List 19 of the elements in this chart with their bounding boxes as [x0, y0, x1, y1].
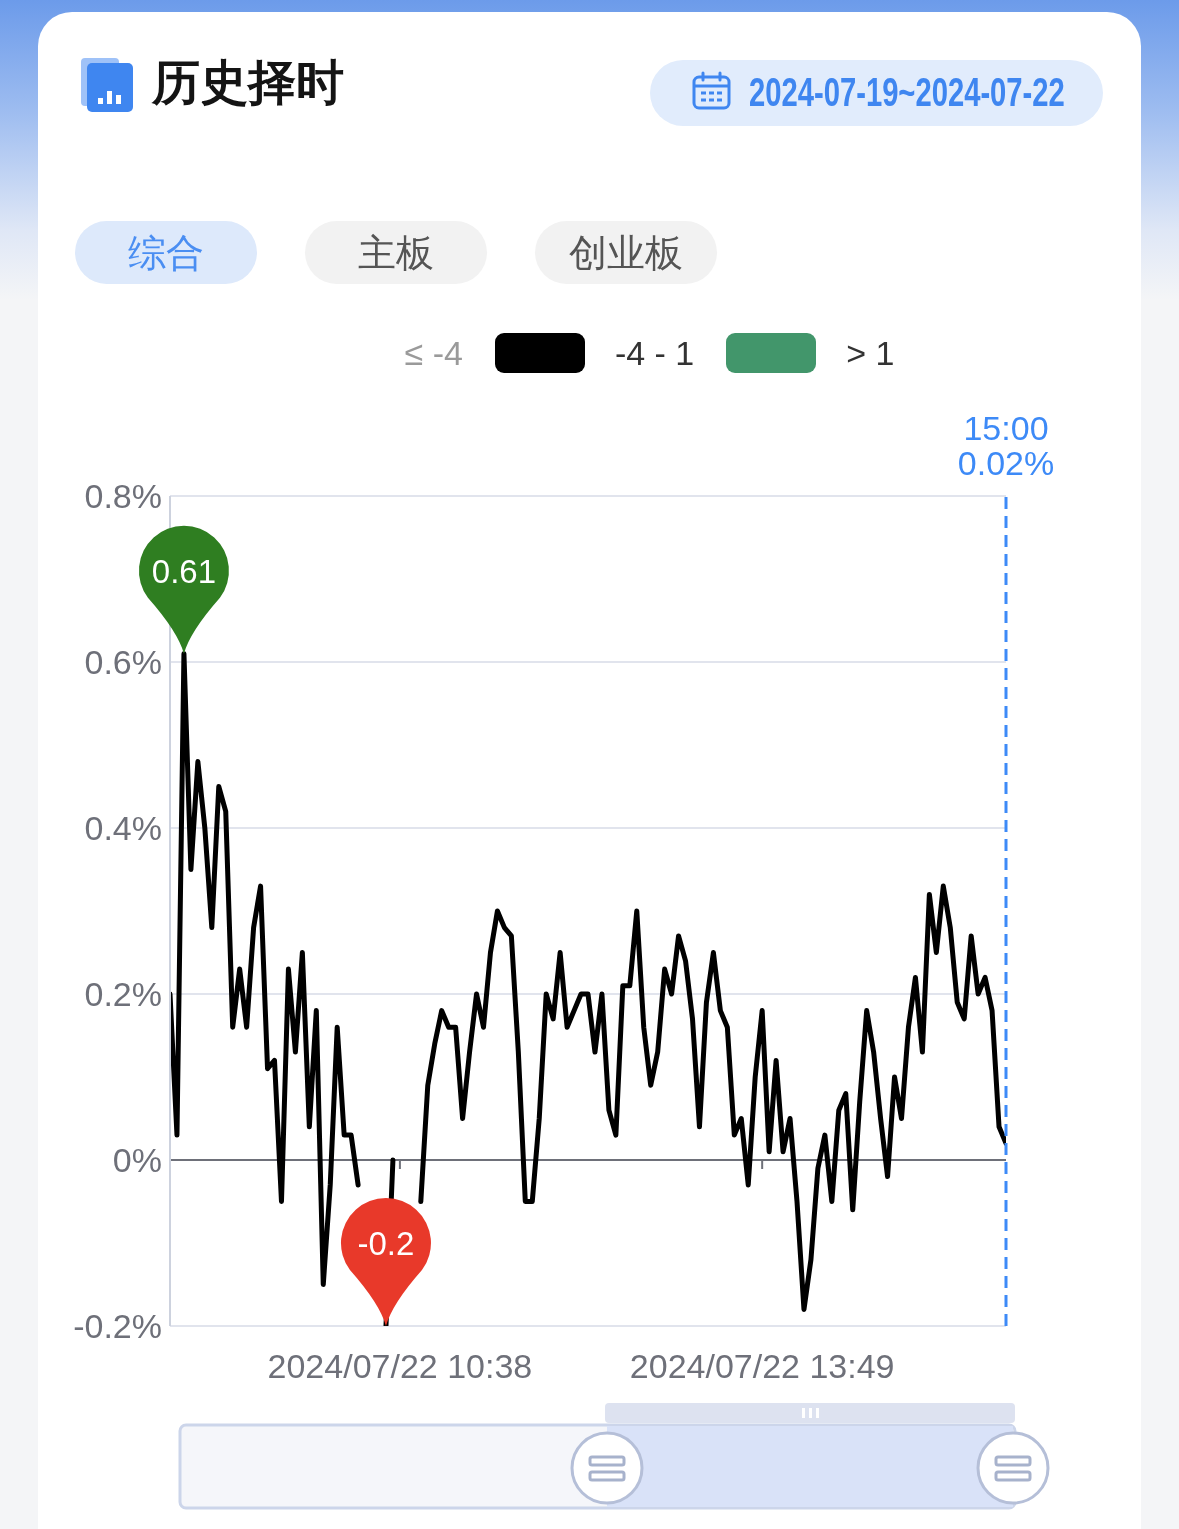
y-tick-label: -0.2% [73, 1307, 162, 1346]
y-tick-label: 0% [112, 1141, 162, 1180]
y-tick-label: 0.2% [84, 975, 162, 1014]
text: 15:00 0.02% [957, 409, 1055, 482]
x-tick-label: 2024/07/22 13:49 [629, 1347, 895, 1385]
annotation: 0.61 [151, 552, 217, 590]
chart-subtitle: 2024-07-19~2024-07-22 [749, 70, 1065, 114]
text: 主板 [358, 230, 434, 275]
annotation: -0.2 [357, 1225, 415, 1262]
x-tick-label: 2024/07/22 10:38 [267, 1347, 533, 1385]
text: ≤ -4 [404, 333, 463, 373]
text: 创业板 [569, 230, 683, 275]
chart-title: 历史择时 [152, 54, 344, 110]
y-tick-label: 0.6% [84, 643, 162, 682]
y-tick-label: 0.8% [84, 477, 162, 516]
legend-label: -4 - 1 [614, 333, 695, 373]
legend-label: > 1 [846, 333, 895, 373]
y-tick-label: 0.4% [84, 809, 162, 848]
text: 综合 [128, 230, 204, 275]
